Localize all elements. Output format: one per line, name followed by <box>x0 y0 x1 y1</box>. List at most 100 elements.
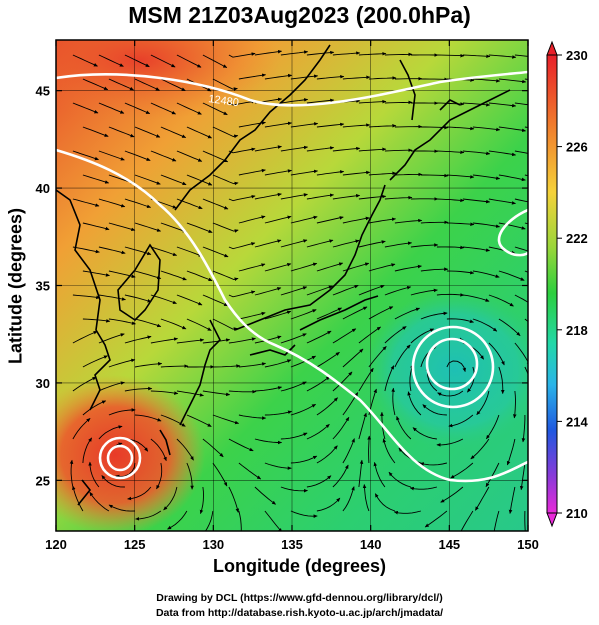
streamline <box>391 387 396 416</box>
streamline <box>72 376 97 392</box>
streamline <box>446 222 475 226</box>
streamline <box>342 486 355 512</box>
streamline <box>150 294 177 304</box>
streamline <box>446 360 466 373</box>
colorbar-tick-label: 226 <box>566 140 588 155</box>
streamline <box>368 346 387 368</box>
lat-tick-label: 35 <box>36 279 50 294</box>
y-axis-label: Latitude (degrees) <box>5 207 26 365</box>
streamline <box>238 215 266 224</box>
streamline <box>98 425 123 440</box>
streamline <box>264 310 292 320</box>
streamline <box>306 423 330 440</box>
streamline <box>202 54 228 68</box>
streamline <box>176 294 203 306</box>
streamline <box>514 150 528 154</box>
streamline <box>124 102 151 115</box>
streamline <box>519 462 526 491</box>
streamline <box>156 462 163 490</box>
streamline <box>450 462 474 479</box>
streamline <box>368 306 394 320</box>
streamline <box>446 126 475 131</box>
streamline <box>186 318 212 331</box>
streamline <box>254 145 282 152</box>
streamline <box>394 307 421 320</box>
streamline <box>124 198 152 208</box>
streamline <box>186 270 213 282</box>
streamline <box>290 355 317 368</box>
streamline <box>186 174 213 186</box>
streamline <box>407 391 422 416</box>
streamline <box>475 486 490 511</box>
streamline <box>358 51 387 56</box>
streamline <box>212 414 240 425</box>
streamline <box>384 365 395 392</box>
streamline <box>514 294 528 303</box>
streamline <box>212 78 238 91</box>
streamline <box>176 390 204 397</box>
credit-data: Data from http://database.rish.kyoto-u.a… <box>155 607 444 619</box>
streamline <box>316 445 338 464</box>
streamline <box>98 294 126 301</box>
streamline <box>358 459 364 488</box>
cool-core-east <box>365 290 528 450</box>
streamline <box>368 76 397 80</box>
streamline <box>436 245 465 250</box>
contour-label: 12480 <box>208 93 240 109</box>
streamline <box>98 102 125 114</box>
streamline <box>513 390 517 419</box>
streamline <box>342 216 370 224</box>
streamline <box>368 217 397 224</box>
streamline <box>306 330 332 344</box>
streamline <box>362 484 370 512</box>
streamline <box>472 222 501 228</box>
streamline <box>384 52 413 57</box>
lon-tick-label: 140 <box>360 537 382 552</box>
streamline <box>72 418 91 440</box>
streamline <box>82 222 110 231</box>
streamline <box>332 194 361 200</box>
streamline <box>264 510 283 531</box>
streamline <box>488 150 517 157</box>
streamline <box>472 270 500 278</box>
streamline <box>488 294 514 307</box>
streamline <box>238 414 267 420</box>
streamline <box>108 126 135 138</box>
streamline <box>462 246 491 252</box>
streamline <box>160 78 186 92</box>
streamline <box>316 74 345 80</box>
streamline <box>264 359 292 368</box>
streamline <box>134 362 163 368</box>
streamline <box>88 461 100 488</box>
streamline <box>498 366 505 395</box>
streamline <box>436 150 465 155</box>
streamline <box>167 510 188 530</box>
streamline <box>98 381 125 392</box>
colorbar-tick-label: 218 <box>566 323 588 338</box>
streamline <box>409 363 414 392</box>
streamline <box>82 174 110 184</box>
streamline <box>264 73 293 80</box>
streamline <box>420 173 449 178</box>
streamline <box>358 326 381 344</box>
streamline <box>238 311 266 320</box>
streamline <box>280 145 309 152</box>
streamline <box>472 174 501 180</box>
streamline <box>72 102 99 114</box>
streamline <box>524 510 526 531</box>
streamline <box>228 438 254 452</box>
streamline <box>382 438 396 464</box>
streamline <box>228 242 256 250</box>
streamline <box>254 335 282 344</box>
streamline <box>394 172 423 177</box>
streamline <box>462 198 491 204</box>
streamline <box>202 338 231 344</box>
streamline <box>384 241 413 248</box>
streamline <box>124 386 153 392</box>
streamline <box>306 98 335 104</box>
streamline <box>394 218 423 224</box>
streamline <box>228 194 256 202</box>
streamline <box>205 510 214 531</box>
streamline <box>124 150 151 161</box>
streamline <box>134 414 162 422</box>
